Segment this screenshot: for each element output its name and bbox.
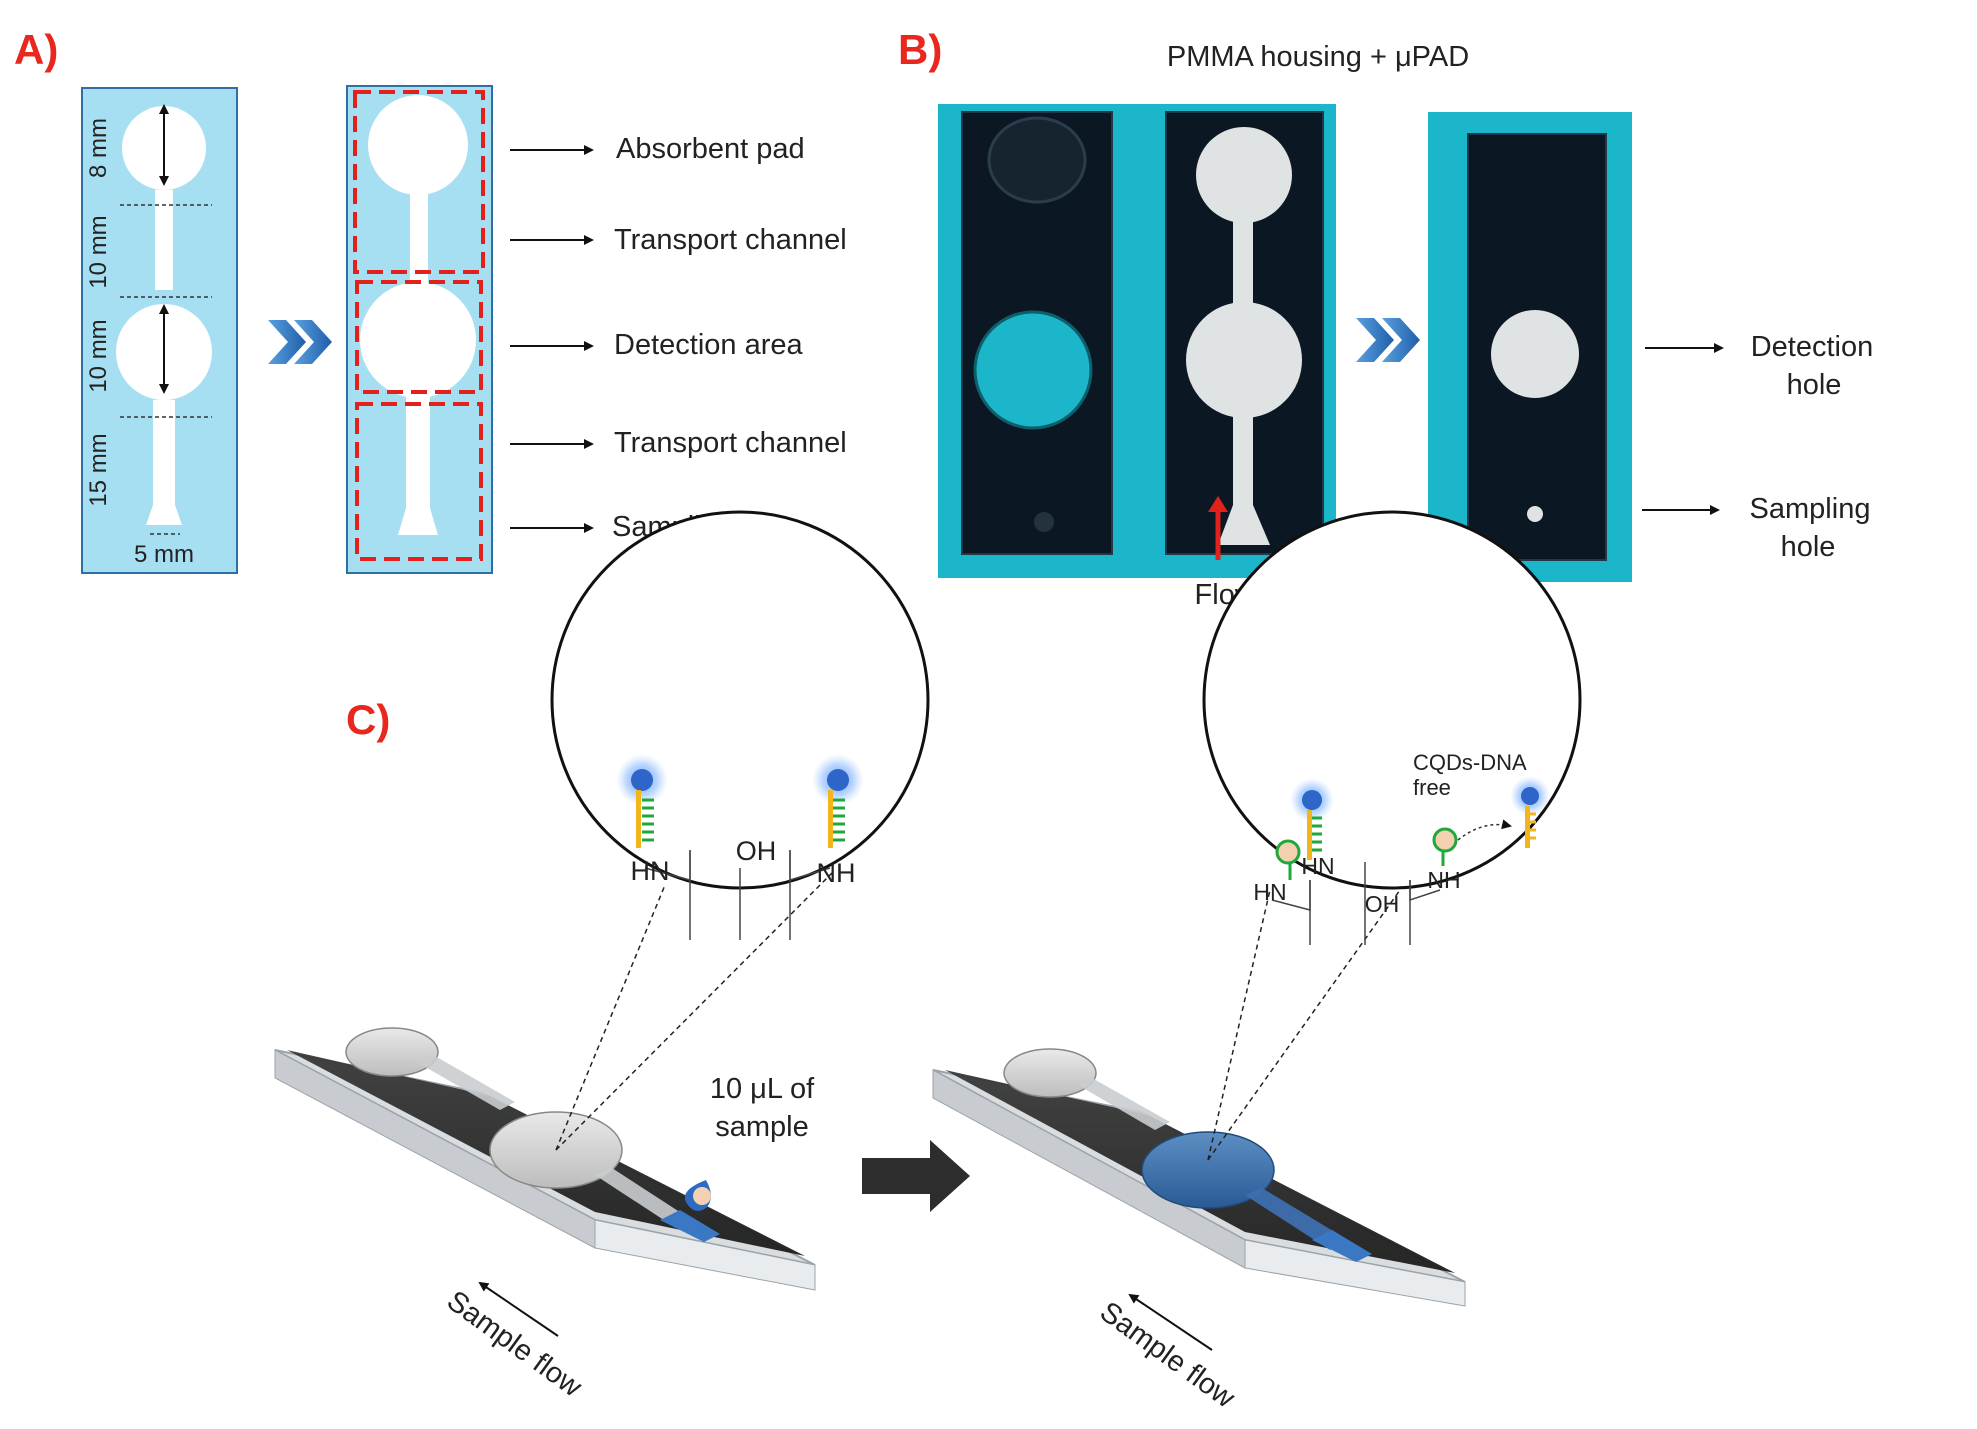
label-transport-channel-bottom: Transport channel (614, 427, 847, 459)
zone-arrows (510, 145, 594, 533)
chevron-right-icon (268, 320, 332, 364)
label-absorbent-pad: Absorbent pad (616, 133, 805, 165)
dim-10mm-channel: 10 mm (85, 215, 112, 288)
sample-flow-arrow-right (1128, 1293, 1213, 1351)
sample-flow-arrow-left (478, 1281, 559, 1337)
panel-b-title: PMMA housing + μPAD (1167, 41, 1469, 73)
dim-10mm-detection: 10 mm (85, 319, 112, 392)
process-arrow (862, 1140, 970, 1212)
dim-8mm: 8 mm (85, 118, 112, 178)
sample-volume-2: sample (715, 1111, 809, 1143)
left-hn: HN (631, 856, 670, 886)
zoom-line-right-1 (1207, 889, 1271, 1161)
dim-5mm: 5 mm (134, 541, 194, 568)
zoom-line-left-2 (555, 869, 836, 1151)
right-nh: NH (1427, 867, 1460, 893)
label-sampling-hole-2: hole (1781, 531, 1836, 563)
sample-volume-1: 10 μL of (710, 1073, 815, 1105)
label-detection-hole-2: hole (1787, 369, 1842, 401)
device-3d-after (932, 1048, 1466, 1307)
sample-flow-left: Sample flow (441, 1285, 588, 1404)
label-transport-channel-top: Transport channel (614, 224, 847, 256)
zoom-circle-after (1202, 510, 1582, 945)
zoom-circle-before (550, 510, 930, 940)
chevron-right-icon (1356, 318, 1420, 362)
flow-direction-arrow (1208, 496, 1228, 560)
photo-closed-housing (1428, 112, 1632, 582)
panel-c-label: C) (346, 696, 390, 743)
label-detection-hole-1: Detection (1751, 331, 1874, 363)
right-hn-2: HN (1301, 853, 1334, 879)
zoom-line-right-2 (1207, 889, 1401, 1161)
free-label-1: CQDs-DNA (1413, 750, 1527, 775)
left-oh: OH (736, 836, 777, 866)
zoom-line-left-1 (555, 884, 666, 1151)
panel-b-label: B) (898, 26, 942, 73)
right-oh: OH (1365, 891, 1400, 917)
device-schematic-zones (346, 85, 493, 574)
panel-a-label: A) (14, 26, 58, 73)
sample-flow-right: Sample flow (1094, 1296, 1241, 1415)
device-schematic-dimensioned (81, 87, 238, 574)
right-hn-1: HN (1253, 879, 1286, 905)
dim-15mm: 15 mm (85, 433, 112, 506)
label-detection-area: Detection area (614, 329, 803, 361)
left-nh: NH (817, 858, 856, 888)
device-3d-before (274, 1027, 816, 1291)
label-sampling-hole-1: Sampling (1750, 493, 1871, 525)
free-label-2: free (1413, 775, 1451, 800)
photo-open-housing (938, 104, 1336, 578)
